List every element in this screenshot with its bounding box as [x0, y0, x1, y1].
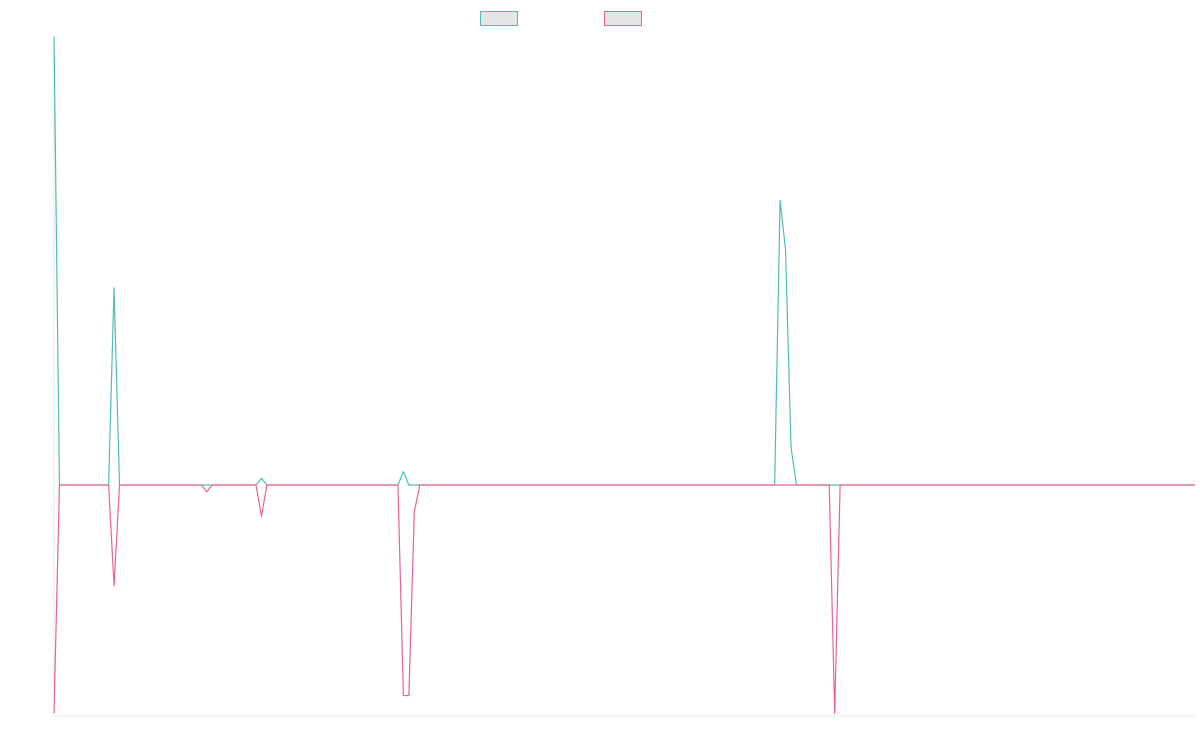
legend-item-series-2[interactable]	[604, 9, 648, 27]
series-line-1	[53, 36, 1195, 486]
chart-legend	[0, 9, 1200, 27]
legend-item-series-1[interactable]	[480, 9, 524, 27]
series-line-2	[53, 484, 1195, 715]
series-layer	[53, 36, 1195, 715]
axes-layer	[53, 36, 1195, 717]
legend-swatch-series-2	[604, 10, 642, 26]
legend-swatch-series-1	[480, 10, 518, 26]
